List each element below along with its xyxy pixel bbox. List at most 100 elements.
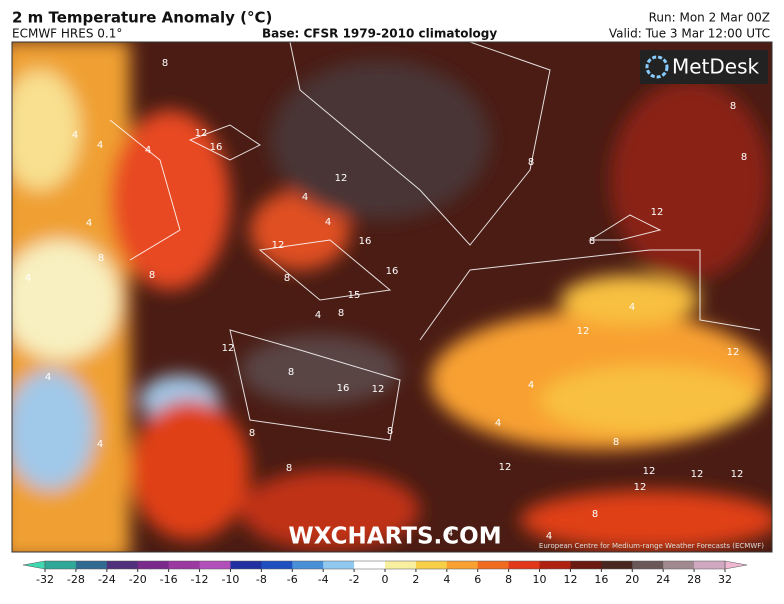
contour-label: 4 [86,218,92,229]
contour-label: 4 [25,273,31,284]
colorbar-tick-label: -16 [160,573,178,586]
colorbar-tick-label: -4 [318,573,329,586]
colorbar-tick-label: -10 [221,573,239,586]
colorbar-tick-label: -2 [349,573,360,586]
colorbar-segment [323,561,355,569]
credit: European Centre for Medium-range Weather… [539,542,764,550]
contour-label: 8 [730,101,736,112]
valid: Valid: Tue 3 Mar 12:00 UTC [609,27,770,41]
contour-label: 12 [372,384,385,395]
colorbar-segment [385,561,417,569]
contour-label: 4 [325,217,331,228]
colorbar-tick-label: 2 [412,573,419,586]
colorbar-segment [694,561,726,569]
colorbar-segment [354,561,386,569]
contour-label: 12 [651,207,664,218]
colorbar-segment [230,561,262,569]
contour-label: 8 [592,509,598,520]
colorbar-segment [292,561,324,569]
colorbar-tick-label: -6 [287,573,298,586]
contour-label: 12 [634,482,647,493]
contour-label: 12 [727,347,740,358]
contour-label: 16 [386,266,399,277]
colorbar-tick-label: 32 [718,573,732,586]
colorbar-segment [137,561,170,569]
contour-label: 8 [286,463,292,474]
colorbar-arrow-right [724,560,748,570]
contour-label: 4 [45,372,51,383]
colorbar-tick-label: -32 [36,573,54,586]
colorbar-segment [663,561,695,569]
colorbar-segment [539,561,571,569]
contour-label: 12 [731,469,744,480]
logo-icon [645,55,669,79]
title: 2 m Temperature Anomaly (°C) [12,9,272,27]
contour-label: 8 [162,58,168,69]
contour-label: 8 [613,437,619,448]
contour-label: 12 [643,466,656,477]
contour-label: 12 [691,469,704,480]
colorbar-tick-label: 6 [474,573,481,586]
contour-label: 4 [302,192,308,203]
contour-label: 8 [149,270,155,281]
contour-label: 4 [315,310,321,321]
colorbar-arrow-left [22,560,46,570]
colorbar-segment [632,561,664,569]
contour-label: 16 [359,236,372,247]
logo-box [640,50,768,84]
colorbar-tick-label: -8 [256,573,267,586]
contour-label: 12 [272,240,285,251]
colorbar-tick-label: 28 [687,573,701,586]
contour-label: 4 [72,130,78,141]
contour-label: 4 [629,302,635,313]
colorbar-tick-label: 4 [443,573,450,586]
colorbar-segment [75,561,108,569]
logo: MetDesk [672,55,760,79]
contour-label: 15 [348,290,361,301]
contour-label: 8 [589,236,595,247]
colorbar: -32 -28 -24 -20 -16 -12 -10 -8 -6 -4 -2 0 2 4 6 8 10 12 16… [22,560,748,586]
contour-label: 8 [288,367,294,378]
contour-label: 12 [222,343,235,354]
contour-label: 8 [249,428,255,439]
contour-label: 4 [447,528,453,539]
colorbar-tick-label: 16 [594,573,608,586]
colorbar-tick-label: -20 [129,573,147,586]
colorbar-segment [570,561,602,569]
contour-label: 4 [97,439,103,450]
contour-label: 4 [145,145,151,156]
colorbar-segment [446,561,479,569]
colorbar-segment [168,561,201,569]
colorbar-segment [477,561,510,569]
colorbar-tick-label: 8 [505,573,512,586]
contour-label: 8 [338,308,344,319]
colorbar-segment [508,561,541,569]
model: ECMWF HRES 0.1° [12,27,122,41]
colorbar-tick-label: -28 [67,573,85,586]
colorbar-segment [415,561,448,569]
run: Run: Mon 2 Mar 00Z [649,11,770,25]
colorbar-tick-label: 0 [382,573,389,586]
contour-label: 4 [97,140,103,151]
colorbar-tick-label: -24 [98,573,116,586]
contour-label: 16 [210,142,223,153]
contour-label: 8 [387,426,393,437]
contour-label: 12 [335,173,348,184]
map: 8 12 16 4 4 4 4 4 8 8 12 4 4 16 16 12 8 15 8 4 12 8 16 12 4 8 8 12 8… [12,42,772,552]
contour-label: 4 [495,418,501,429]
base: Base: CFSR 1979-2010 climatology [262,27,497,41]
colorbar-segment [106,561,139,569]
map-frame [11,41,773,553]
colorbar-segment [601,561,633,569]
colorbar-segment [199,561,231,569]
colorbar-tick-label: 10 [533,573,547,586]
colorbar-segment [261,561,293,569]
contour-label: 8 [98,253,104,264]
contour-label: 16 [337,383,350,394]
contour-label: 12 [499,462,512,473]
colorbar-tick-label: 20 [625,573,639,586]
colorbar-tick-label: 24 [656,573,670,586]
contour-label: 12 [577,326,590,337]
colorbar-tick-label: -12 [191,573,209,586]
